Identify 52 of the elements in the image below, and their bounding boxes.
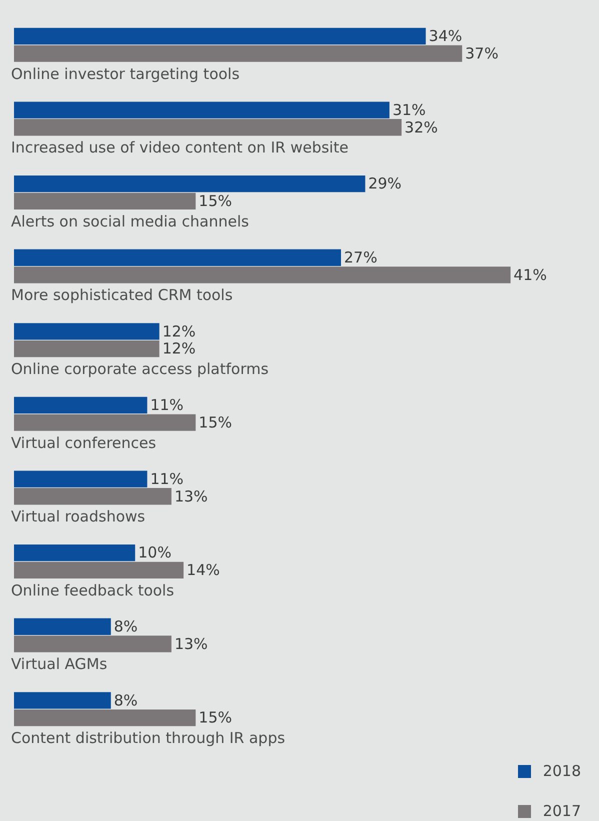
bar: [14, 470, 148, 488]
y-tick-label: More sophisticated CRM tools: [11, 286, 233, 304]
data-label: 41%: [514, 266, 547, 284]
bar: [14, 340, 160, 358]
data-label: 32%: [404, 118, 438, 136]
data-label: 27%: [344, 248, 378, 267]
data-label: 8%: [114, 691, 138, 710]
bar: [14, 488, 172, 505]
data-label: 12%: [162, 340, 196, 358]
bar: [14, 414, 196, 431]
bar: [14, 28, 426, 45]
data-label: 15%: [198, 413, 232, 432]
data-label: 11%: [150, 396, 184, 414]
bar: [14, 709, 196, 726]
bar: [14, 176, 366, 192]
bar: [14, 249, 341, 266]
data-label: 15%: [198, 192, 232, 210]
legend-label: 2017: [542, 802, 581, 820]
data-label: 37%: [465, 44, 498, 62]
bar: [14, 562, 184, 578]
y-tick-label: Online investor targeting tools: [11, 64, 240, 83]
bar: [14, 692, 111, 709]
bar: [14, 102, 390, 118]
data-label: 34%: [428, 27, 462, 46]
data-label: 13%: [174, 487, 208, 506]
bar: [14, 192, 196, 210]
y-tick-label: Online corporate access platforms: [11, 360, 269, 378]
legend-label: 2018: [542, 762, 581, 780]
y-tick-label: Virtual AGMs: [11, 655, 108, 674]
y-tick-label: Online feedback tools: [11, 581, 174, 600]
bar: [14, 636, 172, 652]
y-tick-label: Virtual roadshows: [11, 508, 146, 526]
data-label: 29%: [368, 174, 402, 193]
bar: [14, 45, 462, 62]
bar: [14, 266, 511, 284]
data-label: 14%: [186, 561, 220, 580]
y-tick-label: Content distribution through IR apps: [11, 728, 286, 747]
bar: [14, 544, 136, 562]
data-label: 10%: [138, 544, 172, 562]
y-tick-label: Alerts on social media channels: [11, 212, 250, 230]
data-label: 8%: [114, 618, 138, 636]
data-label: 11%: [150, 470, 184, 488]
y-tick-label: Virtual conferences: [11, 434, 156, 452]
data-label: 12%: [162, 322, 196, 340]
data-label: 31%: [392, 100, 426, 119]
y-tick-label: Increased use of video content on IR website: [11, 138, 348, 157]
data-label: 15%: [198, 708, 232, 727]
bar: [14, 618, 111, 635]
bar: [14, 119, 402, 136]
bar: [14, 323, 160, 340]
bar: [14, 396, 148, 414]
data-label: 13%: [174, 634, 208, 653]
